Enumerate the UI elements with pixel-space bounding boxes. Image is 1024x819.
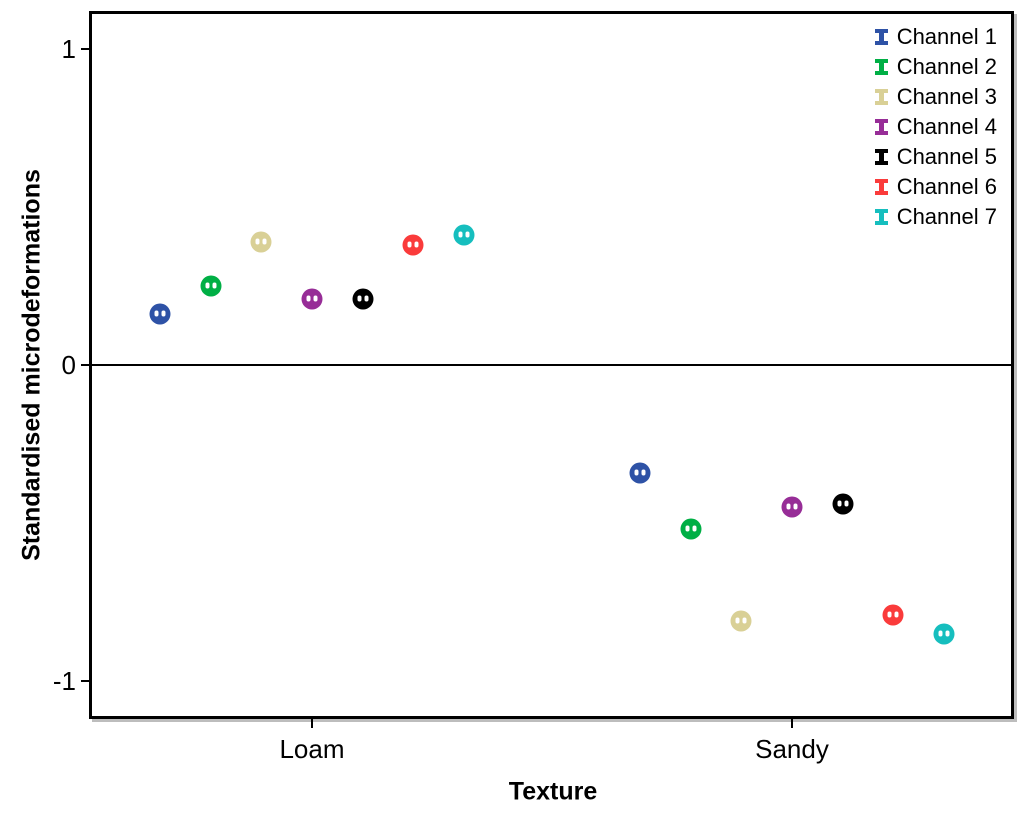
data-point-channel-6 <box>882 604 904 626</box>
y-tick-mark <box>81 680 89 683</box>
legend-label: Channel 1 <box>896 24 997 49</box>
data-point-channel-2 <box>680 518 702 540</box>
errorbar-icon <box>874 59 888 75</box>
legend-item: Channel 5 <box>874 142 997 172</box>
y-tick-mark <box>81 47 89 50</box>
legend-item: Channel 4 <box>874 112 997 142</box>
legend-item: Channel 7 <box>874 202 997 232</box>
data-point-channel-5 <box>352 288 374 310</box>
legend-label: Channel 3 <box>896 84 997 109</box>
errorbar-icon-stem <box>878 89 884 105</box>
y-tick-label: -1 <box>52 666 76 697</box>
errorbar-icon-stem <box>878 179 884 195</box>
x-category-label: Sandy <box>755 734 829 764</box>
errorbar-icon <box>874 209 888 225</box>
errorbar-icon-stem <box>878 209 884 225</box>
errorbar-icon-stem <box>878 29 884 45</box>
data-point-channel-6 <box>402 234 424 256</box>
data-point-channel-2 <box>200 275 222 297</box>
legend-item: Channel 3 <box>874 82 997 112</box>
errorbar-icon-stem <box>878 59 884 75</box>
data-point-channel-7 <box>453 224 475 246</box>
data-point-channel-7 <box>933 623 955 645</box>
data-point-channel-3 <box>730 610 752 632</box>
data-point-channel-4 <box>781 496 803 518</box>
data-point-channel-1 <box>629 462 651 483</box>
y-tick-mark <box>81 364 89 366</box>
errorbar-icon <box>874 89 888 105</box>
errorbar-icon <box>874 149 888 165</box>
legend-label: Channel 6 <box>896 174 997 199</box>
errorbar-icon-stem <box>878 149 884 165</box>
x-tick-mark <box>311 719 313 728</box>
legend-label: Channel 4 <box>896 114 997 139</box>
y-tick-label: 1 <box>61 33 76 64</box>
legend-item: Channel 1 <box>874 22 997 52</box>
y-tick-label: 0 <box>61 350 76 380</box>
data-point-channel-5 <box>832 493 854 515</box>
legend-label: Channel 2 <box>896 54 997 79</box>
errorbar-icon <box>874 29 888 45</box>
x-category-label: Loam <box>279 734 345 764</box>
errorbar-icon-stem <box>878 119 884 135</box>
x-axis-title: Texture <box>508 777 598 806</box>
data-point-channel-3 <box>250 231 272 253</box>
data-point-channel-4 <box>301 288 323 310</box>
legend-item: Channel 2 <box>874 52 997 82</box>
x-tick-mark <box>791 719 793 728</box>
legend: Channel 1 Channel 2 Channel 3 Channel 4 Chan… <box>874 22 997 232</box>
zero-reference-line <box>92 364 1011 366</box>
data-point-channel-1 <box>149 303 171 325</box>
legend-label: Channel 5 <box>896 144 997 169</box>
errorbar-icon <box>874 119 888 135</box>
legend-item: Channel 6 <box>874 172 997 202</box>
errorbar-icon <box>874 179 888 195</box>
legend-label: Channel 7 <box>896 204 997 229</box>
